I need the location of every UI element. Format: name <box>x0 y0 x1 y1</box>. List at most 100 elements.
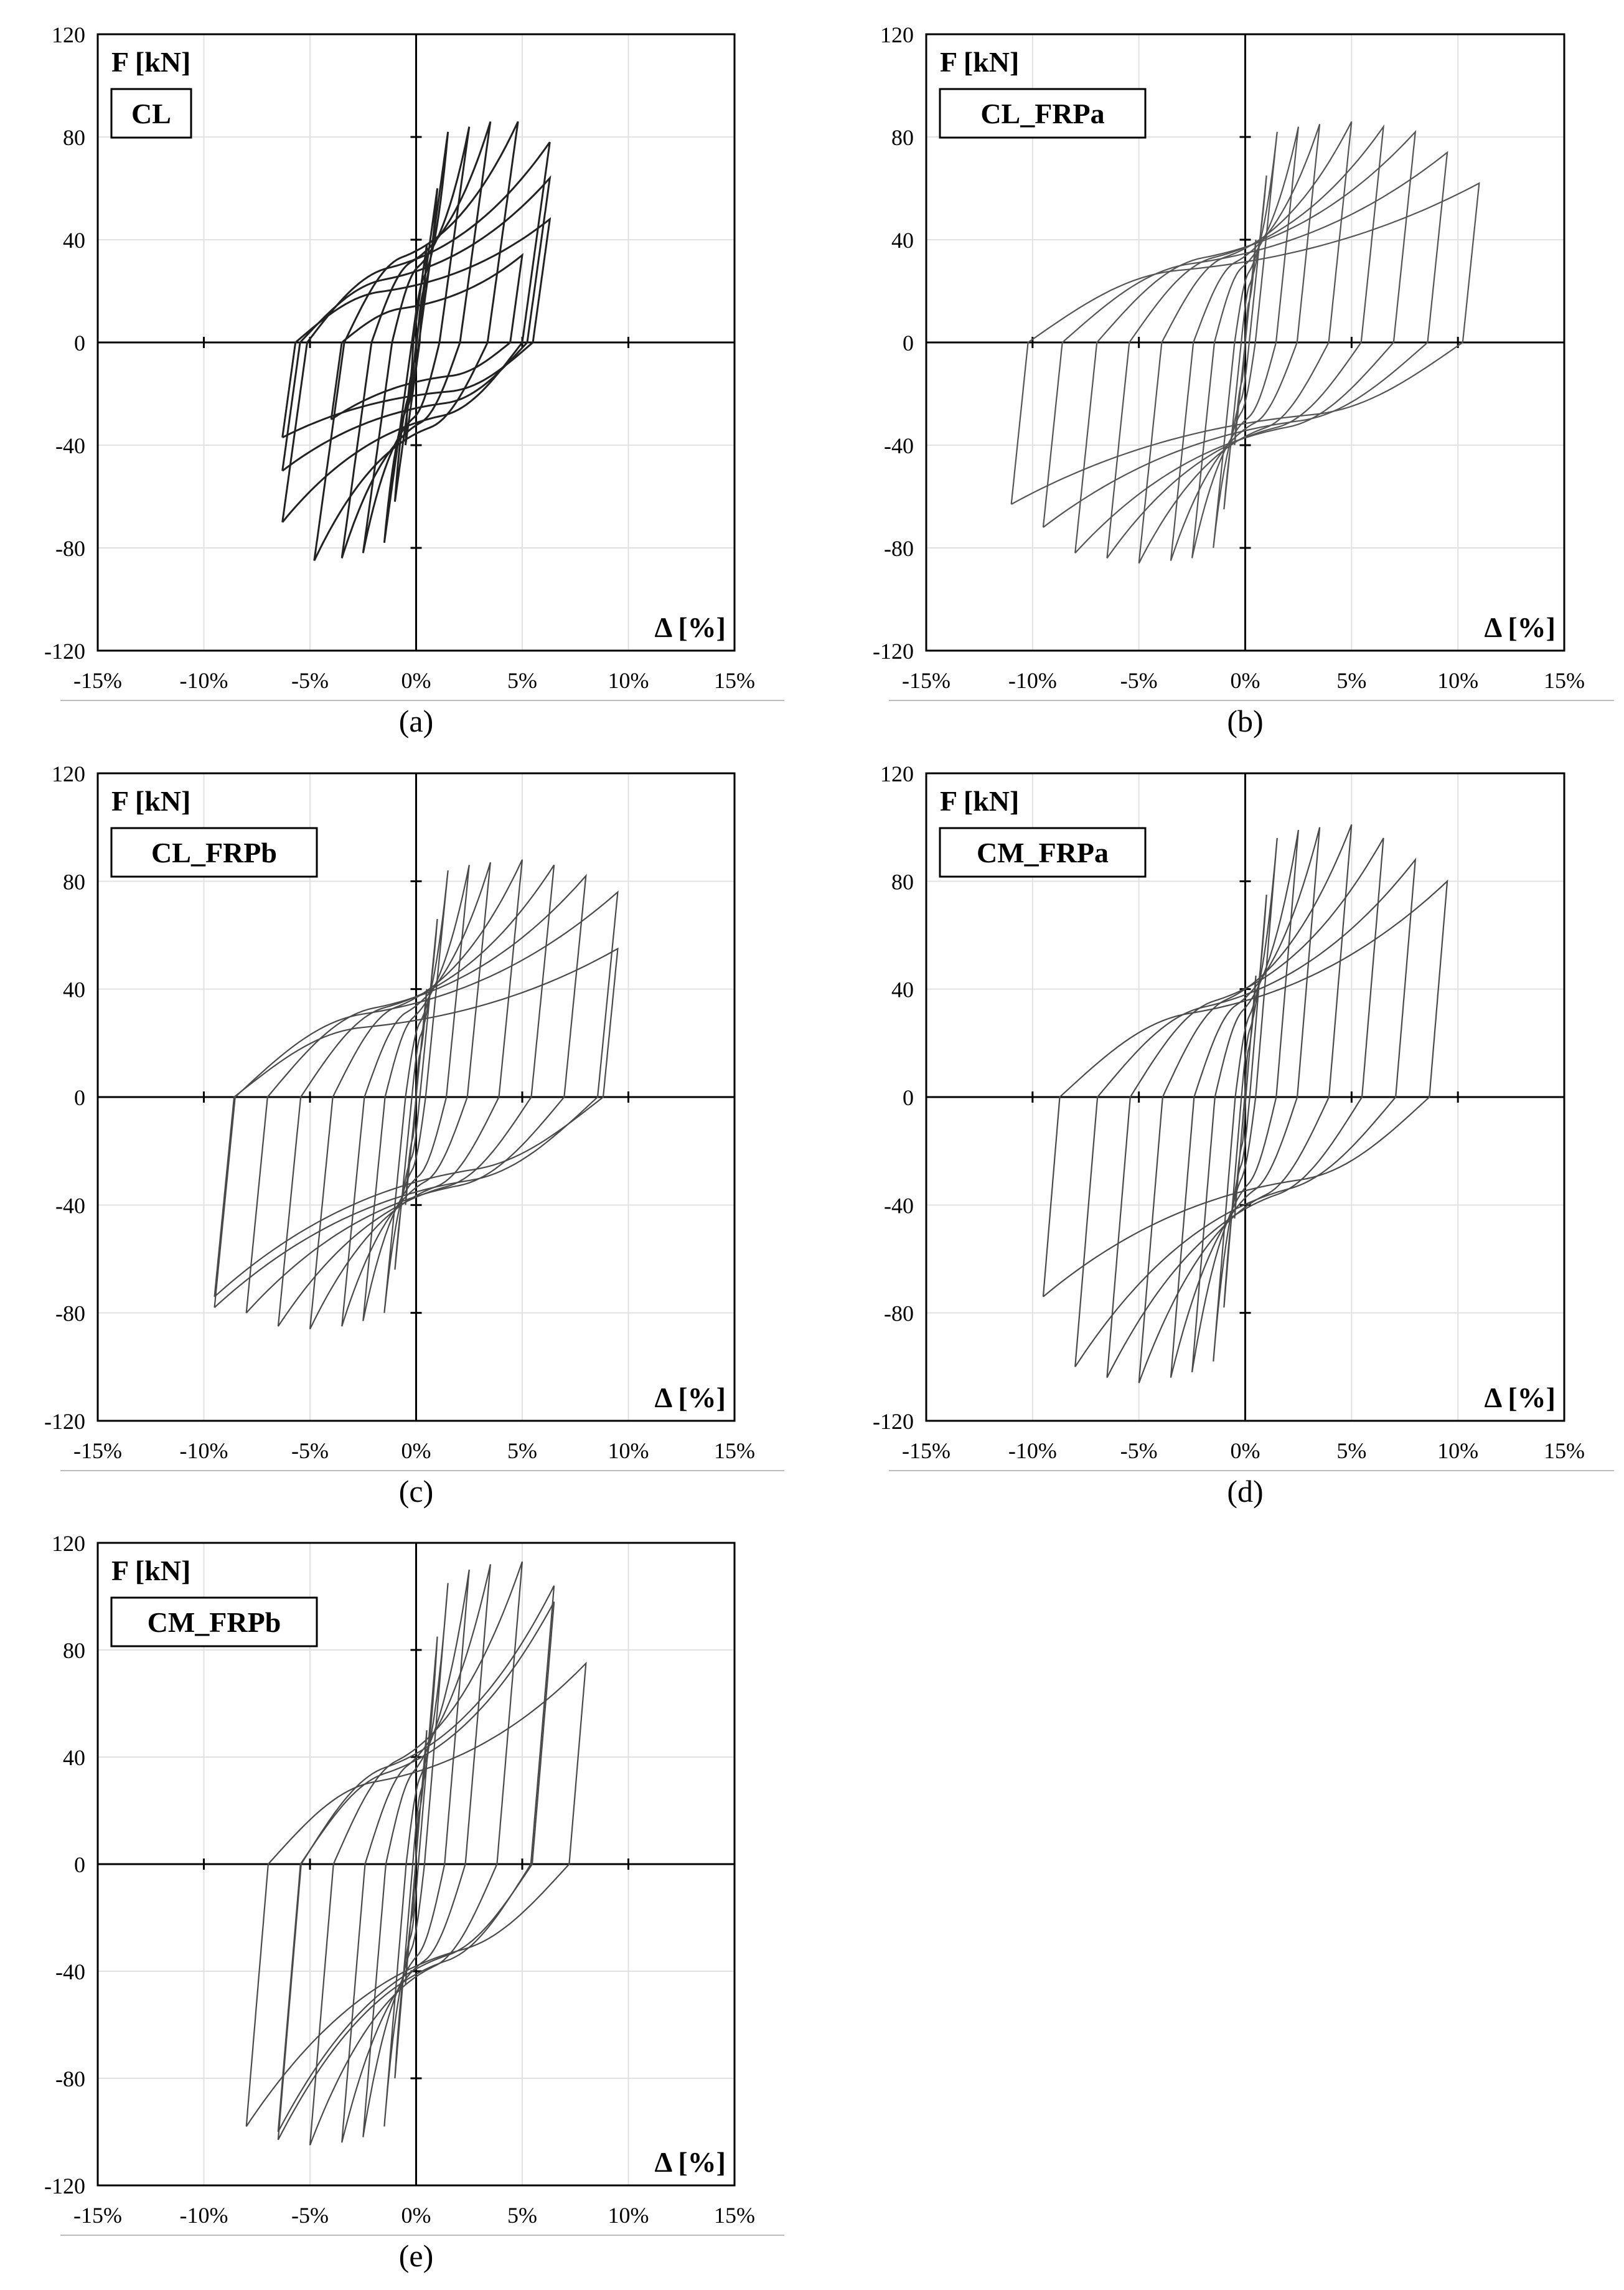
y-tick-label: -120 <box>44 2174 85 2198</box>
y-axis-label: F [kN] <box>940 46 1019 78</box>
hysteresis-loop-series <box>362 1569 470 2137</box>
x-tick-label: 0% <box>1231 668 1260 693</box>
chart-panel-4: -15% -10% -5% 0% 5% 10% 15% 120 80 40 0 -40 -80 -120 F… <box>873 761 1614 1509</box>
x-tick-label: 5% <box>507 668 537 693</box>
hysteresis-loop-series <box>394 918 438 1270</box>
y-tick-label: -80 <box>884 536 914 561</box>
x-tick-label: 15% <box>1544 668 1585 693</box>
x-tick-label: 5% <box>1336 668 1366 693</box>
x-tick-label: -10% <box>1008 1438 1057 1463</box>
hysteresis-loop-series <box>341 862 491 1327</box>
x-tick-label: -15% <box>73 668 122 693</box>
hysteresis-loop-series <box>1074 857 1417 1367</box>
hysteresis-loop-series <box>1213 131 1278 549</box>
hysteresis-loop-series <box>1138 121 1353 564</box>
x-axis-label: Δ [%] <box>655 1382 726 1413</box>
chart-panel-2: -15% -10% -5% 0% 5% 10% 15% 120 80 40 0 -40 -80 -120 F… <box>873 22 1614 738</box>
hysteresis-loop-series <box>277 1601 555 2132</box>
hysteresis-loop-series <box>1234 975 1257 1219</box>
y-tick-label: 40 <box>891 228 914 253</box>
x-tick-label: 15% <box>714 668 755 693</box>
hysteresis-loop-series <box>245 874 587 1314</box>
hysteresis-loop-series <box>277 864 555 1327</box>
y-tick-label: 120 <box>52 761 85 786</box>
x-tick-label: -15% <box>902 1438 950 1463</box>
y-tick-label: -120 <box>873 639 914 664</box>
y-tick-label: 80 <box>891 869 914 894</box>
y-tick-label: -80 <box>884 1301 914 1326</box>
chart-panels: -15% -10% -5% 0% 5% 10% 15% 120 80 40 0 -40 -80 -120 F… <box>44 22 1614 2273</box>
hysteresis-loop-series <box>214 890 619 1308</box>
specimen-label: CL_FRPb <box>151 837 277 869</box>
y-tick-label: 40 <box>63 978 85 1002</box>
hysteresis-loop-series <box>1234 239 1257 446</box>
y-tick-label: 40 <box>63 1745 85 1770</box>
specimen-label: CL_FRPa <box>980 98 1104 130</box>
hysteresis-loop-series <box>405 1730 428 1985</box>
specimen-label-box <box>110 1596 318 1647</box>
panel-caption: (b) <box>1227 704 1263 738</box>
hysteresis-loop-series <box>281 175 552 472</box>
x-tick-label: -10% <box>180 1438 228 1463</box>
y-tick-label: -40 <box>884 1193 914 1218</box>
hysteresis-loop-series <box>362 865 470 1321</box>
x-axis-label: Δ [%] <box>1485 611 1556 643</box>
x-tick-label: 10% <box>608 1438 649 1463</box>
y-axis-label: F [kN] <box>111 785 190 817</box>
y-tick-label: 80 <box>63 1638 85 1663</box>
hysteresis-loop-series <box>245 1661 587 2127</box>
x-tick-label: 5% <box>1336 1438 1366 1463</box>
chart-panel-3: -15% -10% -5% 0% 5% 10% 15% 120 80 40 0 -40 -80 -120 F… <box>44 761 784 1509</box>
panel-caption: (c) <box>399 1474 434 1509</box>
hysteresis-loop-series <box>383 870 449 1313</box>
x-tick-label: -5% <box>291 668 329 693</box>
y-tick-label: 40 <box>63 228 85 253</box>
x-tick-label: 10% <box>608 2203 649 2228</box>
x-tick-label: 0% <box>1231 1438 1260 1463</box>
hysteresis-loop-series <box>1074 130 1417 554</box>
hysteresis-loop-series <box>1213 837 1278 1362</box>
x-tick-label: 10% <box>1437 668 1478 693</box>
y-tick-label: -40 <box>55 1959 85 1984</box>
chart-panel-5: -15% -10% -5% 0% 5% 10% 15% 120 80 40 0 -40 -80 -120 F… <box>44 1531 784 2273</box>
x-tick-label: -15% <box>73 1438 122 1463</box>
panel-caption: (e) <box>399 2238 434 2273</box>
hysteresis-loop-series <box>1191 829 1299 1373</box>
y-tick-label: 40 <box>891 978 914 1002</box>
y-tick-label: 0 <box>903 1085 914 1110</box>
hysteresis-loop-series <box>405 989 428 1205</box>
y-tick-label: -80 <box>55 536 85 561</box>
panel-caption: (a) <box>399 704 434 738</box>
hysteresis-loop-series <box>281 141 551 523</box>
x-tick-label: 0% <box>401 2203 431 2228</box>
hysteresis-loop-series <box>1042 151 1448 528</box>
hysteresis-loop-series <box>383 131 449 543</box>
specimen-label: CL <box>131 98 171 130</box>
y-tick-label: 120 <box>52 1531 85 1556</box>
x-tick-label: -5% <box>1120 668 1158 693</box>
y-tick-label: 0 <box>74 331 85 356</box>
x-axis-label: Δ [%] <box>655 611 726 643</box>
hysteresis-loop-series <box>1042 879 1448 1298</box>
specimen-label: CM_FRPb <box>148 1606 281 1638</box>
hysteresis-loop-series <box>214 947 619 1298</box>
y-tick-label: 80 <box>891 125 914 150</box>
y-tick-label: -40 <box>55 1193 85 1218</box>
y-tick-label: -40 <box>55 433 85 458</box>
y-tick-label: 80 <box>63 869 85 894</box>
hysteresis-loop-series <box>1138 824 1353 1383</box>
hysteresis-loop-series <box>1010 182 1480 505</box>
x-tick-label: -10% <box>180 668 228 693</box>
hysteresis-loop-series <box>1106 837 1384 1378</box>
x-tick-label: -10% <box>1008 668 1057 693</box>
x-tick-label: 10% <box>608 668 649 693</box>
y-tick-label: 120 <box>52 22 85 47</box>
y-tick-label: -120 <box>44 639 85 664</box>
x-axis-label: Δ [%] <box>655 2146 726 2178</box>
y-tick-label: 0 <box>74 1852 85 1877</box>
hysteresis-loop-series <box>1223 175 1267 510</box>
y-tick-label: -120 <box>873 1409 914 1434</box>
y-axis-label: F [kN] <box>111 1555 190 1586</box>
x-tick-label: -15% <box>73 2203 122 2228</box>
x-tick-label: -5% <box>291 1438 329 1463</box>
